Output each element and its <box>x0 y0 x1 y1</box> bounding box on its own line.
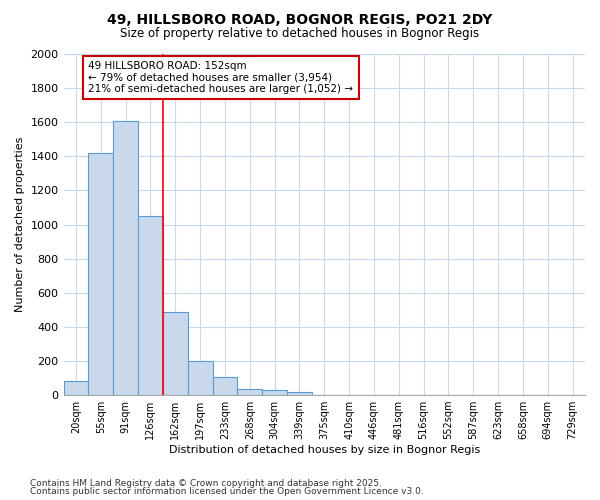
Text: Contains HM Land Registry data © Crown copyright and database right 2025.: Contains HM Land Registry data © Crown c… <box>30 478 382 488</box>
Text: 49 HILLSBORO ROAD: 152sqm
← 79% of detached houses are smaller (3,954)
21% of se: 49 HILLSBORO ROAD: 152sqm ← 79% of detac… <box>88 61 353 94</box>
Bar <box>287 392 312 395</box>
Text: Size of property relative to detached houses in Bognor Regis: Size of property relative to detached ho… <box>121 28 479 40</box>
Bar <box>188 361 212 395</box>
Bar <box>163 312 188 395</box>
Bar <box>113 120 138 395</box>
Bar <box>138 216 163 395</box>
Bar <box>64 382 88 395</box>
Bar <box>88 153 113 395</box>
Bar <box>238 388 262 395</box>
Bar <box>212 377 238 395</box>
Text: Contains public sector information licensed under the Open Government Licence v3: Contains public sector information licen… <box>30 488 424 496</box>
X-axis label: Distribution of detached houses by size in Bognor Regis: Distribution of detached houses by size … <box>169 445 480 455</box>
Text: 49, HILLSBORO ROAD, BOGNOR REGIS, PO21 2DY: 49, HILLSBORO ROAD, BOGNOR REGIS, PO21 2… <box>107 12 493 26</box>
Y-axis label: Number of detached properties: Number of detached properties <box>15 137 25 312</box>
Bar <box>262 390 287 395</box>
